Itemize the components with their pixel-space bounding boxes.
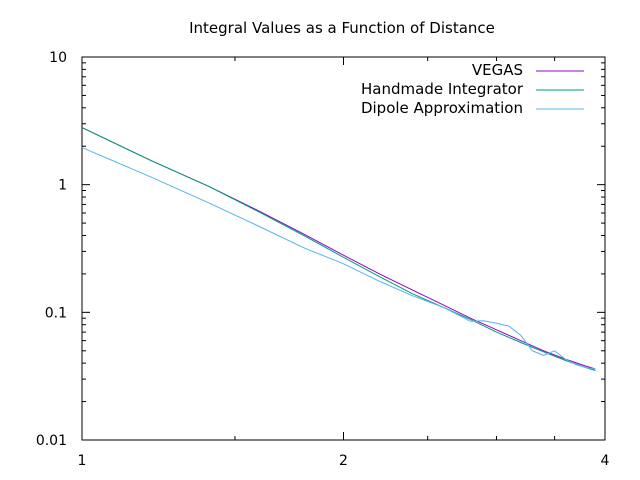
chart-title: Integral Values as a Function of Distanc… xyxy=(189,19,495,37)
axis-ticks: 1 2 4 0.01 0.1 1 10 xyxy=(36,50,610,469)
series-line-2 xyxy=(81,127,596,371)
y-tick-label: 0.01 xyxy=(36,433,67,449)
x-tick-label: 1 xyxy=(78,453,87,469)
y-tick-label: 10 xyxy=(49,50,67,66)
series-line-3 xyxy=(81,147,596,370)
legend-label: Dipole Approximation xyxy=(361,99,523,117)
x-tick-label: 4 xyxy=(601,453,610,469)
series-lines xyxy=(81,127,596,371)
y-tick-label: 0.1 xyxy=(45,305,67,321)
y-tick-label: 1 xyxy=(58,178,67,194)
plot-frame xyxy=(81,56,606,441)
legend-label: Handmade Integrator xyxy=(361,80,524,98)
legend-label: VEGAS xyxy=(472,61,523,79)
x-tick-label: 2 xyxy=(339,453,348,469)
